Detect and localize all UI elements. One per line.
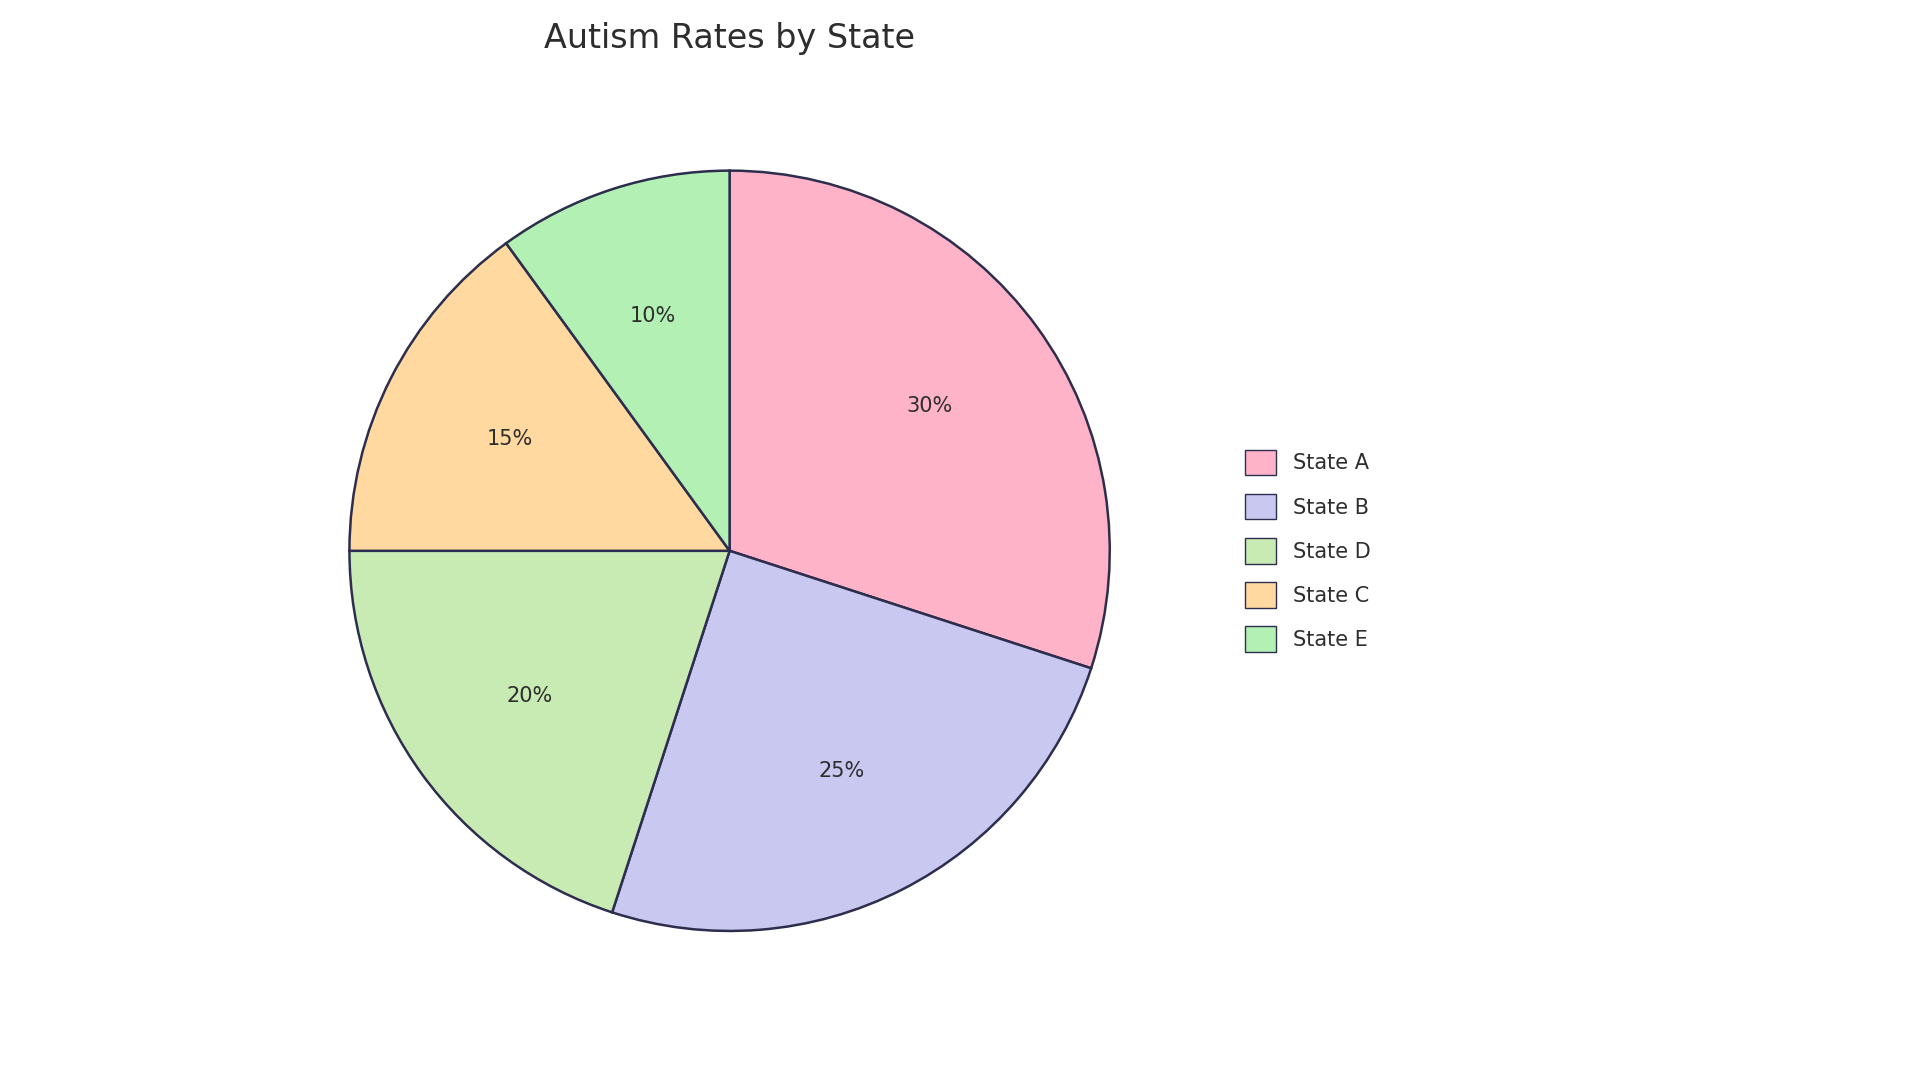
Wedge shape <box>730 171 1110 669</box>
Text: 25%: 25% <box>818 761 864 781</box>
Text: 20%: 20% <box>507 686 553 706</box>
Wedge shape <box>349 243 730 551</box>
Wedge shape <box>349 551 730 913</box>
Legend: State A, State B, State D, State C, State E: State A, State B, State D, State C, Stat… <box>1235 440 1380 662</box>
Text: 30%: 30% <box>906 395 952 416</box>
Text: 15%: 15% <box>486 429 532 448</box>
Title: Autism Rates by State: Autism Rates by State <box>543 22 916 55</box>
Wedge shape <box>507 171 730 551</box>
Wedge shape <box>612 551 1091 931</box>
Text: 10%: 10% <box>630 306 676 326</box>
